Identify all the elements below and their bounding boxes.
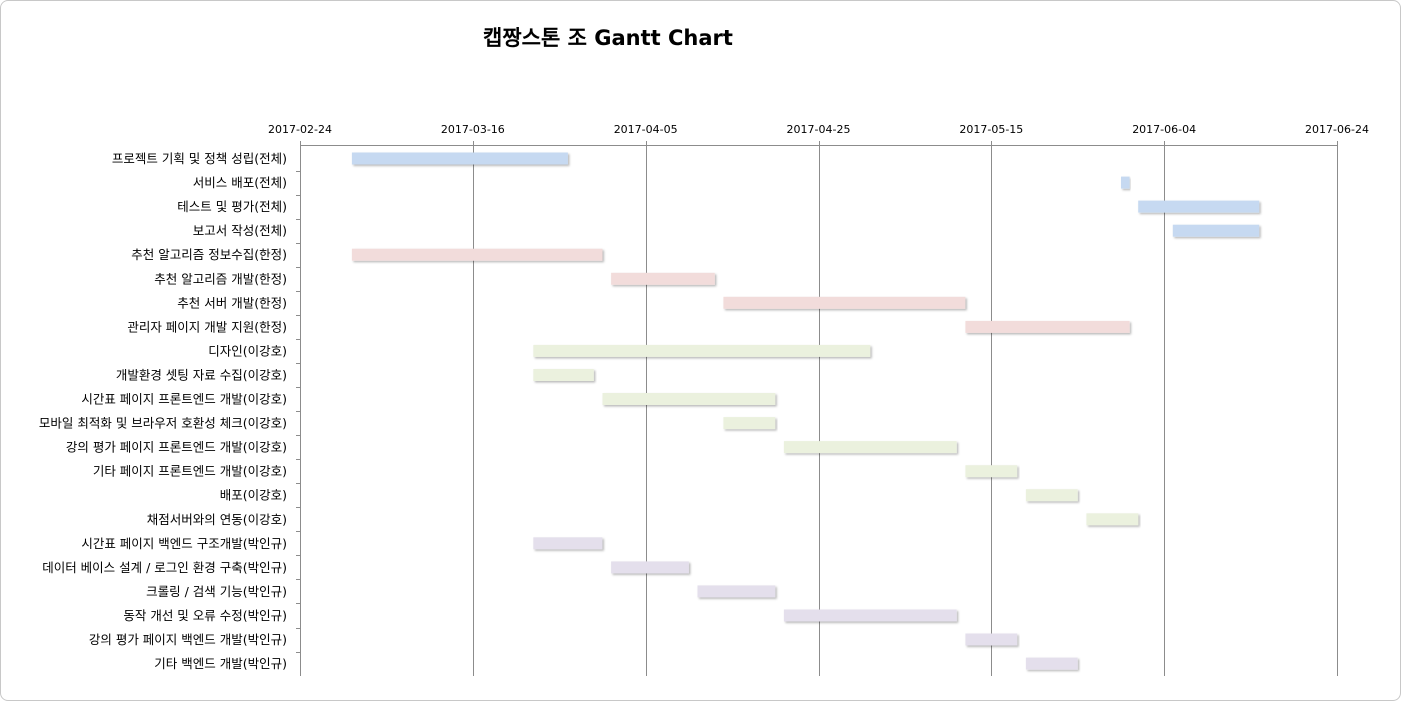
task-bar bbox=[351, 248, 603, 261]
task-bar bbox=[783, 609, 957, 622]
task-bar bbox=[723, 417, 776, 430]
task-bar bbox=[533, 344, 871, 357]
task-label: 배포(이강호) bbox=[220, 488, 287, 503]
task-label: 추천 알고리즘 정보수집(한정) bbox=[131, 247, 287, 262]
task-label: 모바일 최적화 및 브라우저 호환성 체크(이강호) bbox=[39, 416, 287, 431]
task-bar bbox=[965, 633, 1018, 646]
task-label: 데이터 베이스 설계 / 로그인 환경 구축(박인규) bbox=[42, 560, 287, 575]
task-label: 기타 페이지 프론트엔드 개발(이강호) bbox=[93, 464, 287, 479]
task-label: 동작 개선 및 오류 수정(박인규) bbox=[123, 608, 287, 623]
task-bar bbox=[1138, 200, 1260, 213]
task-label: 강의 평가 페이지 프론트엔드 개발(이강호) bbox=[66, 440, 287, 455]
x-tick-label: 2017-05-15 bbox=[959, 123, 1023, 136]
x-tick-label: 2017-04-05 bbox=[614, 123, 678, 136]
task-label: 시간표 페이지 프론트엔드 개발(이강호) bbox=[81, 392, 287, 407]
task-label: 디자인(이강호) bbox=[208, 343, 287, 358]
task-bar bbox=[783, 441, 957, 454]
task-bar bbox=[697, 585, 776, 598]
task-label: 보고서 작성(전체) bbox=[193, 223, 287, 238]
task-bar bbox=[723, 296, 966, 309]
task-label: 추천 알고리즘 개발(한정) bbox=[154, 271, 287, 286]
task-label: 강의 평가 페이지 백엔드 개발(박인규) bbox=[89, 632, 287, 647]
task-bar bbox=[1172, 224, 1260, 237]
task-label: 서비스 배포(전체) bbox=[193, 175, 287, 190]
task-label: 채점서버와의 연동(이강호) bbox=[147, 512, 287, 527]
task-bar bbox=[602, 393, 776, 405]
task-label: 관리자 페이지 개발 지원(한정) bbox=[127, 319, 287, 334]
task-bar bbox=[1086, 513, 1139, 526]
task-label: 프로젝트 기획 및 정책 성립(전체) bbox=[112, 151, 287, 166]
task-bar bbox=[1121, 176, 1130, 189]
task-bar bbox=[611, 561, 689, 574]
task-label: 크롤링 / 검색 기능(박인규) bbox=[146, 584, 287, 599]
task-label: 개발환경 셋팅 자료 수집(이강호) bbox=[116, 367, 287, 382]
task-bar bbox=[533, 369, 594, 381]
x-tick-label: 2017-04-25 bbox=[787, 123, 851, 136]
task-bar bbox=[965, 320, 1130, 333]
task-bar bbox=[351, 152, 568, 165]
task-bar bbox=[1025, 489, 1078, 502]
task-label: 테스트 및 평가(전체) bbox=[177, 199, 287, 214]
x-tick-label: 2017-03-16 bbox=[441, 123, 505, 136]
x-tick-label: 2017-02-24 bbox=[268, 123, 332, 136]
task-label: 추천 서버 개발(한정) bbox=[177, 295, 287, 310]
task-label: 기타 백엔드 개발(박인규) bbox=[154, 656, 287, 671]
task-label: 시간표 페이지 백엔드 구조개발(박인규) bbox=[81, 536, 287, 551]
task-bar bbox=[533, 537, 603, 550]
task-bar bbox=[965, 465, 1018, 478]
chart-title: 캡짱스톤 조 Gantt Chart bbox=[483, 26, 733, 50]
x-tick-label: 2017-06-24 bbox=[1305, 123, 1369, 136]
task-bar bbox=[1025, 657, 1078, 670]
x-tick-label: 2017-06-04 bbox=[1132, 123, 1196, 136]
task-bar bbox=[611, 272, 715, 285]
